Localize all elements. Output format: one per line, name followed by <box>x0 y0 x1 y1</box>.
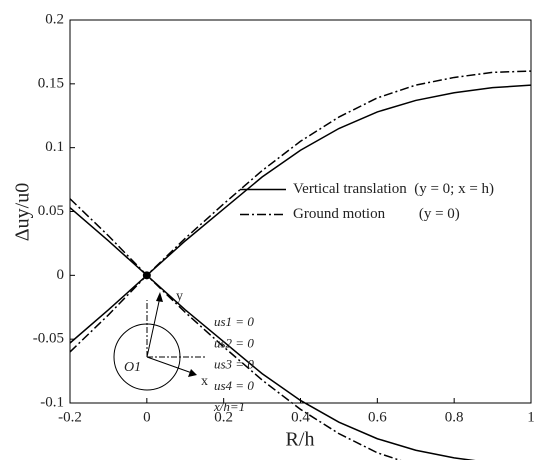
inset-condition: us3 = 0 <box>214 357 254 372</box>
y-tick-label: 0 <box>57 267 65 283</box>
x-tick-label: 0 <box>143 409 151 425</box>
inset-label: O1 <box>124 360 141 375</box>
x-tick-label: 0.6 <box>368 409 387 425</box>
origin-marker <box>142 271 151 280</box>
x-tick-label: 1 <box>527 409 535 425</box>
x-tick-label: 0.2 <box>214 409 233 425</box>
y-tick-label: 0.1 <box>45 139 64 155</box>
inset-condition: us2 = 0 <box>214 335 254 350</box>
inset-label: x <box>201 374 208 389</box>
y-axis-label: Δuy/u0 <box>12 183 34 241</box>
x-tick-label: 0.4 <box>291 409 310 425</box>
legend-label: Ground motion (y = 0) <box>293 206 460 222</box>
inset-arrow <box>146 356 193 374</box>
y-tick-label: 0.15 <box>38 75 64 91</box>
inset-condition: us1 = 0 <box>214 314 254 329</box>
inset-arrowhead <box>156 292 163 302</box>
y-tick-label: -0.1 <box>40 394 64 410</box>
y-tick-label: -0.05 <box>33 331 64 347</box>
x-tick-label: -0.2 <box>58 409 82 425</box>
inset-arrow <box>146 296 161 358</box>
x-tick-label: 0.8 <box>445 409 464 425</box>
legend-label: Vertical translation (y = 0; x = h) <box>293 181 494 197</box>
inset: y x O1 <box>113 289 208 391</box>
inset-arrowhead <box>188 369 197 377</box>
y-tick-label: 0.2 <box>45 11 64 27</box>
inset-condition: x/h=1 <box>213 399 245 414</box>
y-tick-label: 0.05 <box>38 203 64 219</box>
inset-condition: us4 = 0 <box>214 378 254 393</box>
inset-label: y <box>176 289 183 304</box>
x-axis-label: R/h <box>286 429 315 451</box>
